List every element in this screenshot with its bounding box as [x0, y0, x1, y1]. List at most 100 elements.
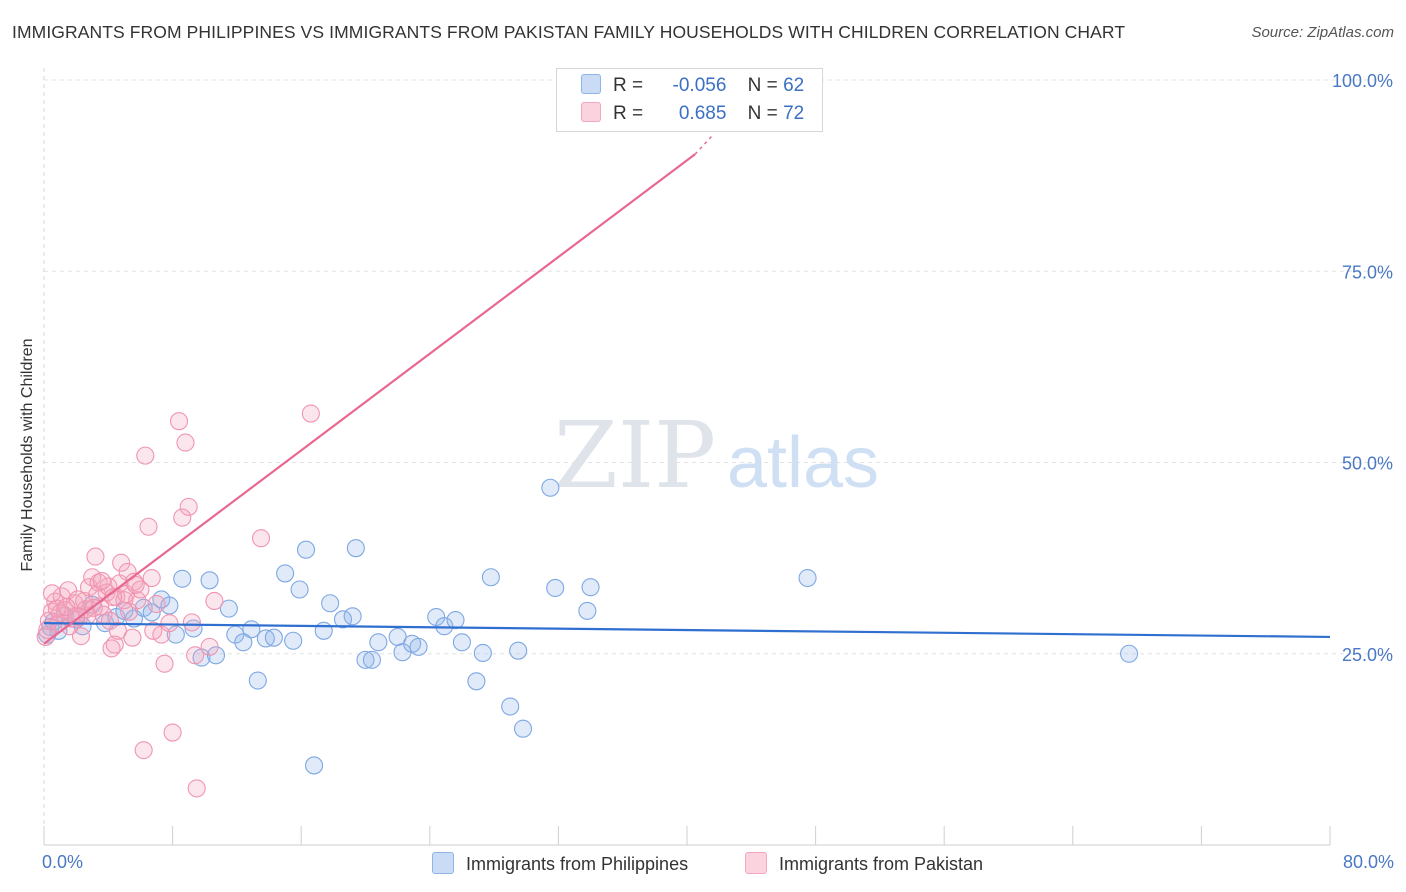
philippines-point	[1120, 644, 1139, 663]
philippines-point	[264, 628, 283, 647]
pakistan-point	[187, 779, 206, 798]
philippines-point	[435, 617, 454, 636]
philippines-point	[142, 603, 161, 622]
y-tick-labels: 25.0% 50.0% 75.0% 100.0%	[1332, 71, 1393, 665]
philippines-point	[409, 637, 428, 656]
philippines-point	[314, 621, 333, 640]
pakistan-point	[67, 607, 86, 626]
philippines-point	[356, 650, 375, 669]
philippines-point	[541, 478, 560, 497]
pakistan-point	[115, 591, 134, 610]
chart-title: IMMIGRANTS FROM PHILIPPINES VS IMMIGRANT…	[12, 22, 1126, 42]
trend-line-philippines	[43, 622, 1331, 639]
philippines-point	[581, 578, 600, 597]
legend-row-pakistan: R = 0.685 N = 72	[581, 102, 804, 128]
watermark: ZIP atlas	[554, 402, 879, 509]
pakistan-point	[301, 404, 320, 423]
pakistan-point	[123, 628, 142, 647]
legend-row-philippines: R = -0.056 N = 62	[581, 74, 804, 100]
legend-r-label: R =	[613, 75, 644, 96]
legend-r-label: R =	[613, 103, 644, 124]
pakistan-point	[92, 572, 111, 591]
correlation-legend: R = -0.056 N = 62 R = 0.685 N = 72	[556, 68, 823, 132]
philippines-point	[248, 671, 267, 690]
legend-swatch-philippines	[432, 852, 454, 874]
philippines-point	[467, 672, 486, 691]
philippines-point	[242, 620, 261, 639]
legend-swatch-pakistan	[581, 102, 601, 122]
philippines-point	[284, 631, 303, 650]
pakistan-point	[86, 547, 105, 566]
watermark-atlas: atlas	[727, 423, 879, 503]
philippines-point	[446, 611, 465, 630]
series-pakistan	[36, 404, 320, 798]
pakistan-point	[155, 654, 174, 673]
philippines-point	[305, 756, 324, 775]
philippines-point	[166, 625, 185, 644]
trend-line-pakistan	[43, 153, 696, 645]
pakistan-point	[169, 412, 189, 431]
philippines-point	[296, 540, 316, 559]
pakistan-point	[163, 723, 182, 742]
pakistan-point	[147, 594, 166, 614]
y-tick-label: 100.0%	[1332, 71, 1393, 91]
trend-lines	[43, 135, 1331, 645]
pakistan-point	[42, 584, 62, 603]
legend-label-pakistan: Immigrants from Pakistan	[779, 854, 984, 874]
pakistan-point	[112, 553, 131, 572]
philippines-point	[798, 568, 817, 588]
axes	[43, 68, 1331, 846]
philippines-point	[501, 697, 520, 716]
philippines-point	[369, 633, 388, 652]
philippines-point	[481, 568, 500, 587]
legend-r-value-philippines: -0.056	[672, 75, 727, 96]
philippines-point	[219, 599, 238, 618]
legend-n-value-pakistan: 72	[783, 103, 805, 124]
pakistan-point	[57, 598, 76, 617]
x-tick-max: 80.0%	[1342, 852, 1394, 872]
philippines-point	[200, 571, 219, 590]
gridlines	[44, 79, 1392, 655]
philippines-point	[509, 641, 528, 660]
x-tick-min: 0.0%	[42, 852, 84, 872]
data-points	[36, 404, 1139, 798]
legend-r-value-pakistan: 0.685	[678, 103, 727, 124]
pakistan-point	[251, 529, 271, 548]
pakistan-point	[205, 591, 224, 611]
y-tick-label: 75.0%	[1342, 262, 1393, 282]
philippines-point	[473, 643, 492, 663]
y-tick-label: 25.0%	[1342, 645, 1393, 665]
pakistan-point	[173, 508, 192, 527]
philippines-point	[362, 650, 381, 669]
philippines-point	[452, 633, 472, 652]
pakistan-point	[179, 497, 198, 516]
y-tick-label: 50.0%	[1342, 454, 1393, 474]
series-legend: Immigrants from Philippines Immigrants f…	[0, 852, 1406, 880]
legend-item-philippines[interactable]: Immigrants from Philippines	[432, 852, 688, 875]
pakistan-point	[38, 620, 57, 640]
pakistan-point	[136, 446, 155, 465]
legend-n-value-philippines: 62	[783, 75, 805, 96]
legend-label-philippines: Immigrants from Philippines	[466, 854, 689, 874]
philippines-point	[513, 719, 533, 738]
pakistan-point	[126, 575, 145, 594]
philippines-point	[234, 633, 253, 652]
pakistan-point	[128, 591, 147, 610]
pakistan-point	[105, 635, 124, 654]
legend-item-pakistan[interactable]: Immigrants from Pakistan	[745, 852, 983, 875]
philippines-point	[333, 610, 353, 629]
legend-n-label: N =	[747, 75, 778, 96]
trend-line-pakistan-extension	[694, 135, 713, 155]
pakistan-point	[176, 433, 195, 452]
pakistan-point	[160, 614, 179, 633]
philippines-point	[343, 607, 362, 626]
pakistan-point	[142, 568, 161, 588]
pakistan-point	[200, 637, 219, 656]
philippines-point	[173, 569, 192, 588]
philippines-point	[578, 601, 597, 620]
chart-source: Source: ZipAtlas.com	[1251, 24, 1394, 41]
legend-n-label: N =	[747, 103, 778, 124]
pakistan-point	[108, 621, 127, 640]
pakistan-point	[139, 517, 158, 536]
